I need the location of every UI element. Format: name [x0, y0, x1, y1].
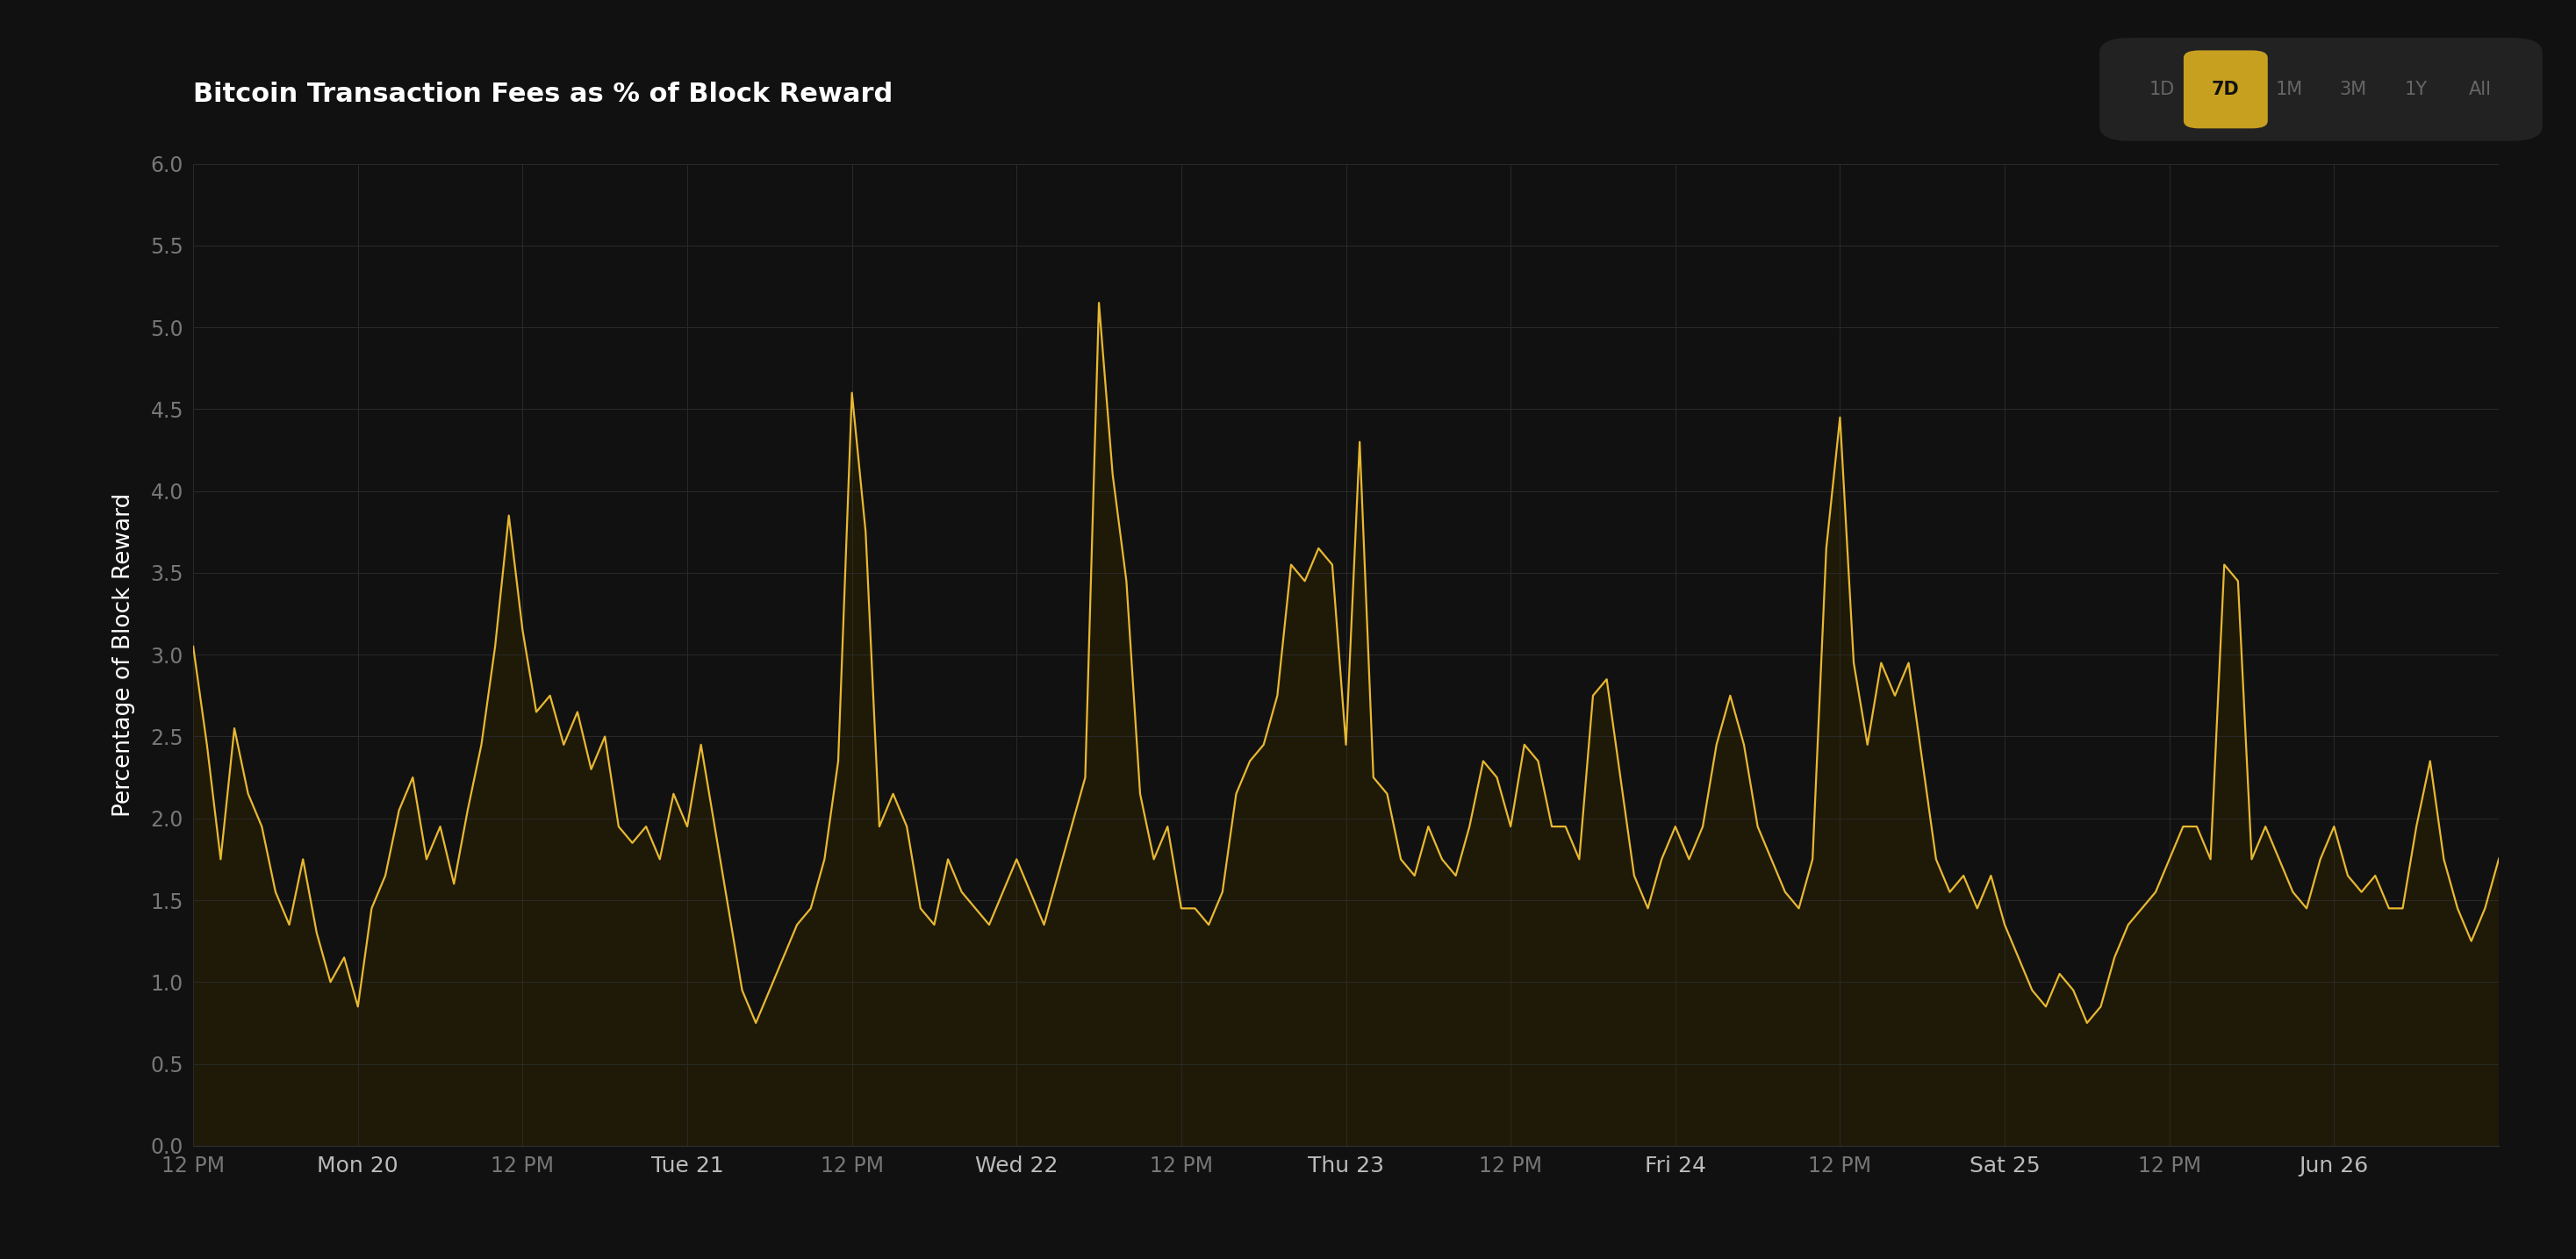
Text: 3M: 3M	[2339, 81, 2367, 98]
Text: 1D: 1D	[2148, 81, 2174, 98]
Y-axis label: Percentage of Block Reward: Percentage of Block Reward	[113, 492, 137, 817]
Text: 1M: 1M	[2275, 81, 2303, 98]
Text: 7D: 7D	[2213, 81, 2239, 98]
Text: 1Y: 1Y	[2406, 81, 2427, 98]
Text: Bitcoin Transaction Fees as % of Block Reward: Bitcoin Transaction Fees as % of Block R…	[193, 82, 894, 107]
Text: All: All	[2468, 81, 2491, 98]
